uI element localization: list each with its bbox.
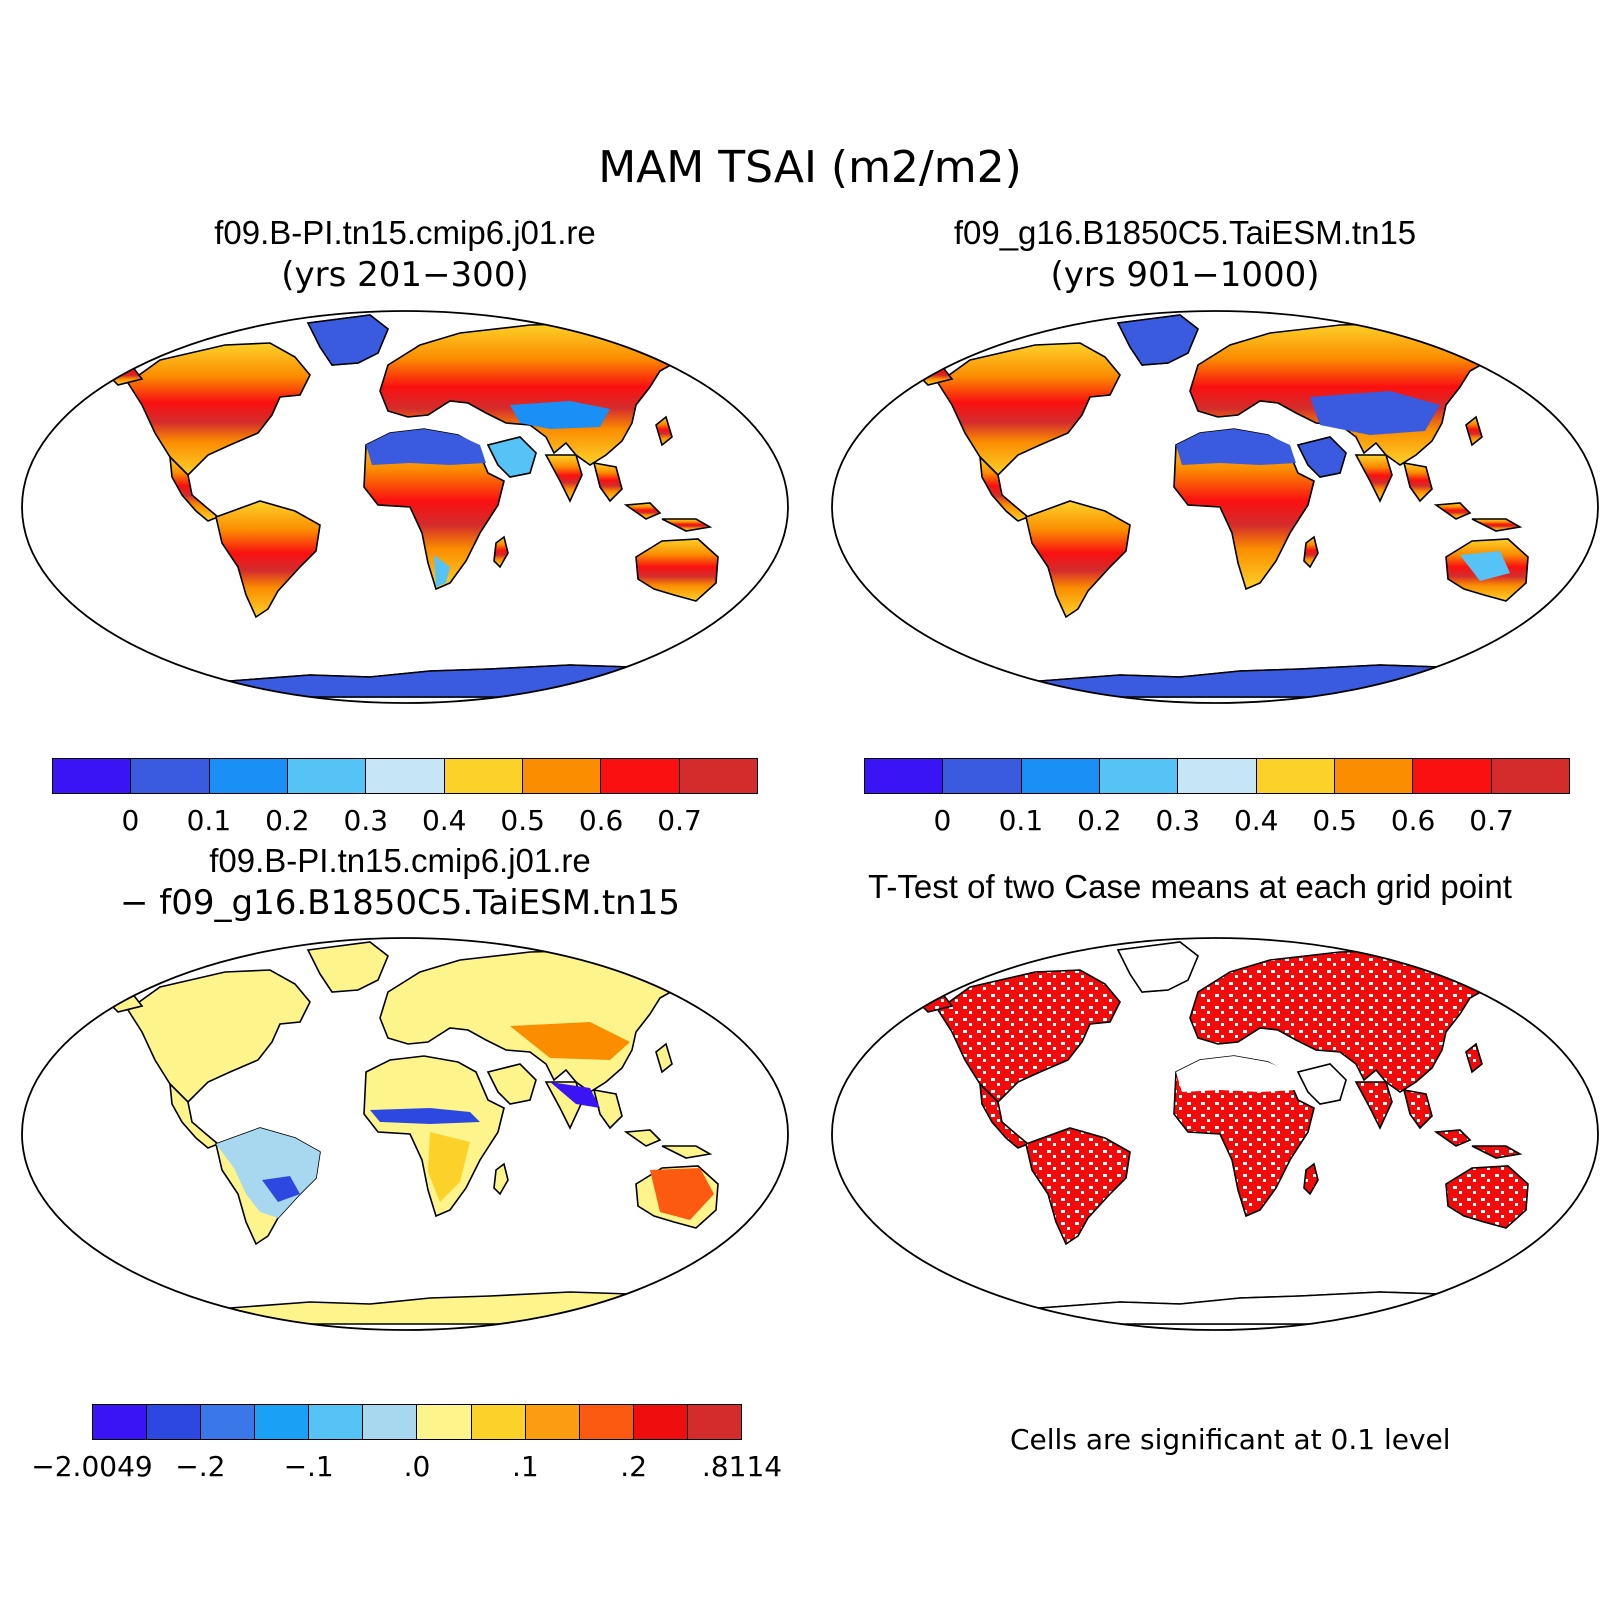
colorbar-swatch [679, 759, 757, 793]
map-case1 [21, 310, 789, 704]
panel-diff-title: f09.B-PI.tn15.cmip6.j01.re − f09_g16.B18… [40, 840, 760, 924]
panel-case1-title-line2: (yrs 201−300) [281, 255, 529, 295]
panel-case1-title: f09.B-PI.tn15.cmip6.j01.re (yrs 201−300) [95, 212, 715, 296]
colorbar-swatch [601, 759, 680, 793]
colorbar-swatch [209, 759, 288, 793]
panel-case2-title: f09_g16.B1850C5.TaiESM.tn15 (yrs 901−100… [875, 212, 1495, 296]
colorbar-swatch [131, 759, 210, 793]
panel-case2-title-line2: (yrs 901−1000) [1050, 255, 1320, 295]
colorbar-tick-label: .2 [620, 1450, 648, 1483]
colorbar-tick-label: 0.2 [265, 804, 310, 837]
colorbar-tick-label: .8114 [701, 1450, 783, 1483]
colorbar-case2-labels: 0 0.1 0.2 0.3 0.4 0.5 0.6 0.7 [0, 804, 1620, 844]
significance-note: Cells are significant at 0.1 level [1010, 1423, 1451, 1456]
map-case2 [831, 310, 1599, 704]
colorbar-swatch [1334, 759, 1414, 793]
colorbar-swatch [287, 759, 367, 793]
colorbar-tick-label: 0 [933, 804, 952, 837]
colorbar-tick-label: .0 [403, 1450, 431, 1483]
colorbar-diff-labels: −2.0049 −.2 −.1 .0 .1 .2 .8114 [0, 1450, 1620, 1490]
map-diff [21, 937, 789, 1331]
colorbar-swatch [687, 1405, 741, 1439]
colorbar-tick-label: 0 [121, 804, 140, 837]
colorbar-tick-label: 0.4 [1233, 804, 1279, 837]
colorbar-case2 [864, 758, 1570, 794]
colorbar-tick-label: −.2 [175, 1450, 226, 1483]
panel-ttest-title: T-Test of two Case means at each grid po… [800, 866, 1580, 908]
colorbar-swatch [579, 1405, 634, 1439]
colorbar-swatch [417, 1405, 472, 1439]
colorbar-tick-label: 0.7 [657, 804, 702, 837]
colorbar-tick-label: 0.3 [1155, 804, 1201, 837]
colorbar-swatch [363, 1405, 418, 1439]
panel-diff-title-line2: − f09_g16.B1850C5.TaiESM.tn15 [120, 883, 680, 923]
colorbar-swatch [1413, 759, 1492, 793]
colorbar-tick-label: 0.1 [998, 804, 1044, 837]
panel-ttest-title-line1: T-Test of two Case means at each grid po… [868, 868, 1512, 905]
panel-case2-title-line1: f09_g16.B1850C5.TaiESM.tn15 [953, 214, 1417, 251]
colorbar-tick-label: 0.5 [500, 804, 545, 837]
colorbar-diff [92, 1404, 742, 1440]
colorbar-swatch [633, 1405, 688, 1439]
colorbar-swatch [525, 1405, 580, 1439]
colorbar-case1 [52, 758, 758, 794]
panel-diff-title-line1: f09.B-PI.tn15.cmip6.j01.re [209, 842, 591, 879]
map-ttest-border [831, 937, 1599, 1331]
panel-case1-title-line1: f09.B-PI.tn15.cmip6.j01.re [214, 214, 596, 251]
colorbar-tick-label: 0.1 [186, 804, 232, 837]
colorbar-swatch [1099, 759, 1179, 793]
colorbar-tick-label: 0.5 [1312, 804, 1357, 837]
colorbar-swatch [366, 759, 445, 793]
colorbar-swatch [309, 1405, 364, 1439]
colorbar-swatch [53, 759, 132, 793]
colorbar-swatch [255, 1405, 310, 1439]
colorbar-tick-label: 0.3 [343, 804, 389, 837]
colorbar-tick-label: −2.0049 [31, 1450, 153, 1483]
colorbar-swatch [147, 1405, 202, 1439]
colorbar-swatch [93, 1405, 148, 1439]
colorbar-swatch [1256, 759, 1335, 793]
map-ttest [831, 937, 1599, 1331]
colorbar-case1-labels: 0 0.1 0.2 0.3 0.4 0.5 0.6 0.7 [0, 804, 1620, 844]
colorbar-tick-label: 0.2 [1077, 804, 1122, 837]
colorbar-swatch [201, 1405, 256, 1439]
colorbar-swatch [865, 759, 944, 793]
colorbar-tick-label: 0.4 [421, 804, 467, 837]
map-case1-border [21, 310, 789, 704]
map-diff-border [21, 937, 789, 1331]
figure-title: MAM TSAI (m2/m2) [598, 142, 1022, 193]
colorbar-tick-label: 0.6 [1390, 804, 1436, 837]
colorbar-swatch [444, 759, 523, 793]
colorbar-swatch [1021, 759, 1100, 793]
colorbar-swatch [1178, 759, 1257, 793]
colorbar-tick-label: 0.7 [1469, 804, 1514, 837]
colorbar-tick-label: .1 [511, 1450, 539, 1483]
colorbar-swatch [943, 759, 1022, 793]
colorbar-swatch [471, 1405, 526, 1439]
map-case2-border [831, 310, 1599, 704]
colorbar-tick-label: 0.6 [578, 804, 624, 837]
colorbar-tick-label: −.1 [283, 1450, 334, 1483]
colorbar-swatch [1491, 759, 1569, 793]
colorbar-swatch [522, 759, 602, 793]
